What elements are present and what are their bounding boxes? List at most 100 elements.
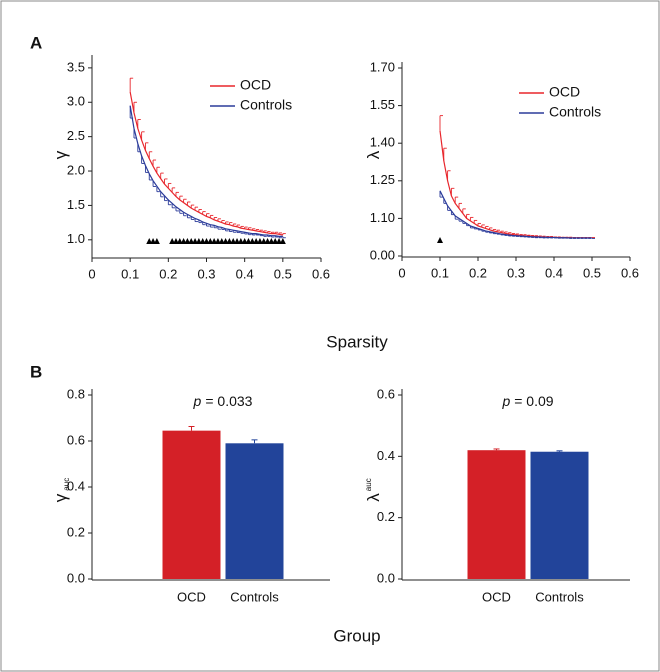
error-bar [466, 213, 470, 219]
significance-marker [245, 238, 252, 244]
error-bar [270, 235, 275, 238]
error-bar [167, 182, 172, 189]
y-tick-label: 0.8 [67, 386, 85, 401]
y-axis-label-superscript: auc [364, 478, 373, 491]
significance-marker [214, 238, 221, 244]
significance-marker [264, 238, 271, 244]
error-bar [515, 233, 519, 235]
significance-marker [172, 238, 179, 244]
error-bar [179, 209, 183, 214]
error-bar [198, 209, 202, 213]
error-bar [263, 230, 267, 233]
x-tick-label: Controls [230, 589, 279, 604]
error-bar [171, 187, 176, 193]
error-bar [225, 221, 229, 224]
significance-marker [234, 238, 241, 244]
error-bar [447, 205, 451, 211]
x-axis-label: Group [333, 626, 380, 645]
significance-marker [169, 238, 176, 244]
error-bar [485, 225, 489, 229]
x-tick-label: 0.3 [507, 265, 525, 280]
significance-marker [279, 238, 286, 244]
error-bar [206, 223, 210, 227]
error-bar [148, 151, 153, 159]
error-bar [278, 236, 283, 239]
error-bar [564, 237, 569, 239]
error-bar [179, 195, 183, 200]
y-tick-label: 0.2 [377, 509, 395, 524]
significance-marker [222, 238, 229, 244]
y-tick-label: 1.70 [370, 59, 395, 74]
x-tick-label: 0.4 [236, 266, 254, 281]
error-bar [251, 233, 256, 236]
error-bar [439, 115, 443, 131]
bar [530, 451, 589, 579]
error-bar [164, 178, 168, 185]
error-bar [160, 172, 164, 179]
error-bar [202, 211, 206, 215]
error-bar [556, 450, 563, 452]
bar [162, 430, 221, 579]
error-bar [458, 218, 462, 222]
legend-label: Controls [549, 104, 601, 120]
annotation-text: = 0.033 [205, 393, 252, 409]
error-bar [576, 237, 580, 239]
y-tick-label: 0.2 [67, 524, 85, 539]
x-axis-label: Sparsity [326, 332, 388, 351]
significance-marker [150, 238, 157, 244]
error-bar [462, 220, 466, 224]
panel-label: B [30, 362, 42, 381]
significance-marker [253, 238, 260, 244]
error-bar [137, 143, 141, 153]
error-bar [477, 222, 481, 226]
error-bar [221, 220, 225, 223]
error-bar [454, 196, 459, 204]
y-tick-label: 2.0 [67, 162, 85, 177]
x-tick-label: 0.4 [545, 265, 563, 280]
error-bar [526, 234, 531, 236]
y-tick-label: 0.0 [67, 570, 85, 585]
error-bar [450, 210, 455, 216]
error-bar [251, 439, 258, 444]
annotation-symbol: p [193, 393, 202, 409]
error-bar [148, 173, 153, 181]
error-bar [194, 206, 199, 211]
error-bar [137, 119, 141, 129]
error-bar [175, 191, 179, 197]
error-bar [133, 128, 137, 139]
error-bar [282, 236, 286, 239]
annotation-symbol: p [501, 393, 510, 409]
legend-label: OCD [549, 84, 580, 100]
error-bar [488, 231, 493, 234]
x-tick-label: 0.1 [121, 266, 139, 281]
error-bar [217, 226, 221, 230]
error-bar [129, 77, 134, 92]
error-bar [213, 217, 218, 220]
error-bar [519, 235, 523, 238]
error-bar [493, 448, 500, 451]
error-bar [267, 231, 271, 233]
error-bar [282, 233, 286, 235]
y-tick-label: 0.00 [370, 247, 395, 262]
error-bar [587, 237, 592, 239]
error-bar [458, 202, 462, 209]
error-bar [232, 223, 237, 227]
error-bar [244, 226, 248, 229]
significance-marker [211, 238, 218, 244]
significance-marker [207, 238, 214, 244]
y-tick-label: 0.0 [377, 570, 395, 585]
error-bar [481, 224, 485, 228]
error-bar [507, 232, 512, 234]
error-bar [561, 237, 565, 239]
error-bar [530, 236, 535, 238]
error-bar [534, 235, 538, 237]
y-tick-label: 0.4 [67, 478, 85, 493]
error-bar [186, 201, 191, 206]
y-axis-label-symbol: γ [51, 493, 70, 502]
error-bar [240, 231, 244, 234]
error-bar [530, 234, 535, 237]
error-bar [473, 227, 478, 230]
error-bar [171, 203, 176, 209]
significance-marker [268, 238, 275, 244]
error-bar [156, 166, 160, 174]
